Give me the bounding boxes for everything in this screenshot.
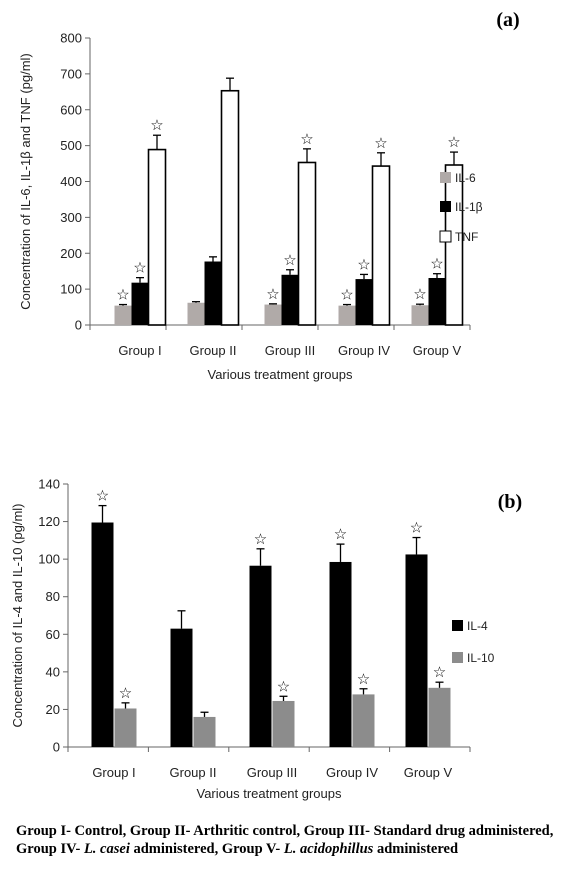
chart-b-x-tick-label: Group II — [170, 765, 217, 780]
chart-a-legend-swatch — [440, 172, 451, 183]
chart-b-bar — [193, 716, 216, 747]
caption-text-3: administered — [373, 841, 459, 857]
chart-a-significance-star: ☆ — [447, 133, 460, 151]
chart-b-x-tick-label: Group IV — [326, 765, 378, 780]
chart-a-significance-star: ☆ — [340, 286, 353, 304]
chart-b-bar — [329, 561, 352, 747]
chart-b-panel-label: (b) — [498, 491, 522, 513]
chart-a-bar — [411, 305, 429, 325]
chart-a-y-tick-label: 700 — [60, 66, 82, 81]
chart-a-y-tick-label: 400 — [60, 174, 82, 189]
chart-a-legend-label: IL-6 — [455, 171, 476, 185]
chart-b-y-tick-label: 80 — [46, 589, 60, 604]
chart-a-y-tick-label: 800 — [60, 31, 82, 46]
chart-b-bar — [352, 694, 375, 747]
chart-a-significance-star: ☆ — [266, 285, 279, 303]
chart-b-y-tick-label: 20 — [46, 702, 60, 717]
chart-b-significance-star: ☆ — [119, 684, 132, 702]
chart-b-bar — [428, 687, 451, 747]
chart-a-y-tick-label: 500 — [60, 138, 82, 153]
chart-a-significance-star: ☆ — [413, 285, 426, 303]
chart-a-bar — [444, 164, 464, 326]
chart-a-significance-star: ☆ — [430, 255, 443, 273]
chart-a-bar — [355, 279, 373, 325]
chart-b-y-axis-title: Concentration of IL-4 and IL-10 (pg/ml) — [10, 503, 25, 727]
chart-b-legend-swatch — [452, 620, 463, 631]
chart-a-panel-label: (a) — [496, 9, 519, 31]
chart-a-bar — [264, 304, 282, 325]
chart-b-y-tick-label: 60 — [46, 627, 60, 642]
chart-a-legend-swatch — [440, 201, 451, 212]
chart-b-bar — [114, 708, 137, 747]
chart-b-legend-label: IL-10 — [467, 651, 495, 665]
chart-b-y-tick-label: 140 — [38, 477, 60, 492]
chart-a-significance-star: ☆ — [133, 259, 146, 277]
chart-b-significance-star: ☆ — [96, 487, 109, 505]
chart-b: 0 20 40 60 80 100 120 140 Group I Group II Group I… — [10, 477, 522, 802]
chart-a-bar — [220, 89, 240, 326]
chart-a: 0 100 200 300 400 500 600 700 800 Group I Group II… — [18, 9, 520, 382]
chart-a-y-tick-label: 200 — [60, 246, 82, 261]
chart-a-significance-star: ☆ — [150, 116, 163, 134]
chart-b-legend-label: IL-4 — [467, 619, 488, 633]
chart-a-x-tick-label: Group III — [265, 343, 316, 358]
chart-a-y-tick-label: 0 — [75, 318, 82, 333]
chart-a-bar — [187, 302, 205, 325]
chart-a-significance-star: ☆ — [300, 130, 313, 148]
chart-a-x-tick-label: Group V — [413, 343, 462, 358]
chart-a-y-tick-label: 600 — [60, 102, 82, 117]
chart-a-y-tick-label: 100 — [60, 282, 82, 297]
chart-a-legend-label: IL-1β — [455, 200, 483, 214]
chart-a-significance-star: ☆ — [116, 286, 129, 304]
chart-a-significance-star: ☆ — [357, 255, 370, 273]
chart-a-bar — [114, 305, 132, 325]
chart-b-y-tick-label: 100 — [38, 552, 60, 567]
chart-b-y-tick-label: 40 — [46, 664, 60, 679]
chart-b-x-tick-label: Group V — [404, 765, 453, 780]
chart-b-significance-star: ☆ — [254, 530, 267, 548]
chart-b-x-tick-label: Group III — [247, 765, 298, 780]
chart-b-bar — [170, 628, 193, 747]
chart-b-significance-star: ☆ — [433, 663, 446, 681]
chart-b-legend-swatch — [452, 652, 463, 663]
chart-a-x-tick-label: Group II — [190, 343, 237, 358]
chart-a-bar — [281, 274, 299, 325]
chart-b-significance-star: ☆ — [357, 670, 370, 688]
chart-a-bar — [371, 165, 391, 326]
chart-a-bar — [204, 261, 222, 325]
chart-b-significance-star: ☆ — [277, 677, 290, 695]
chart-b-x-axis-title: Various treatment groups — [197, 786, 342, 801]
chart-a-x-tick-label: Group I — [118, 343, 161, 358]
caption-text-1: Group I- Control, Group II- Arthritic co… — [16, 823, 554, 857]
figure-caption: Group I- Control, Group II- Arthritic co… — [16, 822, 556, 858]
chart-b-y-tick-label: 0 — [53, 740, 60, 755]
chart-b-bar — [249, 565, 272, 747]
chart-b-bar — [405, 554, 428, 747]
caption-species-casei: L. casei — [83, 841, 130, 857]
chart-a-bar — [338, 305, 356, 325]
chart-a-x-tick-label: Group IV — [338, 343, 390, 358]
chart-b-y-tick-label: 120 — [38, 514, 60, 529]
chart-a-significance-star: ☆ — [374, 134, 387, 152]
chart-b-bar — [91, 522, 114, 747]
chart-a-bar — [297, 161, 317, 326]
chart-a-bar — [131, 282, 149, 325]
chart-b-x-tick-label: Group I — [92, 765, 135, 780]
caption-text-2: administered, Group V- — [129, 841, 284, 857]
chart-a-bar — [147, 148, 167, 326]
chart-b-significance-star: ☆ — [410, 519, 423, 537]
chart-a-y-tick-label: 300 — [60, 210, 82, 225]
chart-a-legend-swatch — [439, 230, 452, 243]
chart-b-significance-star: ☆ — [334, 525, 347, 543]
chart-b-bar — [272, 700, 295, 747]
chart-a-bar — [428, 278, 446, 325]
caption-species-acidophillus: L. acidophillus — [283, 841, 374, 857]
chart-a-x-axis-title: Various treatment groups — [208, 367, 353, 382]
chart-a-y-axis-title: Concentration of IL-6, IL-1β and TNF (pg… — [18, 53, 33, 310]
chart-a-significance-star: ☆ — [283, 251, 296, 269]
chart-a-legend-label: TNF — [455, 230, 478, 244]
